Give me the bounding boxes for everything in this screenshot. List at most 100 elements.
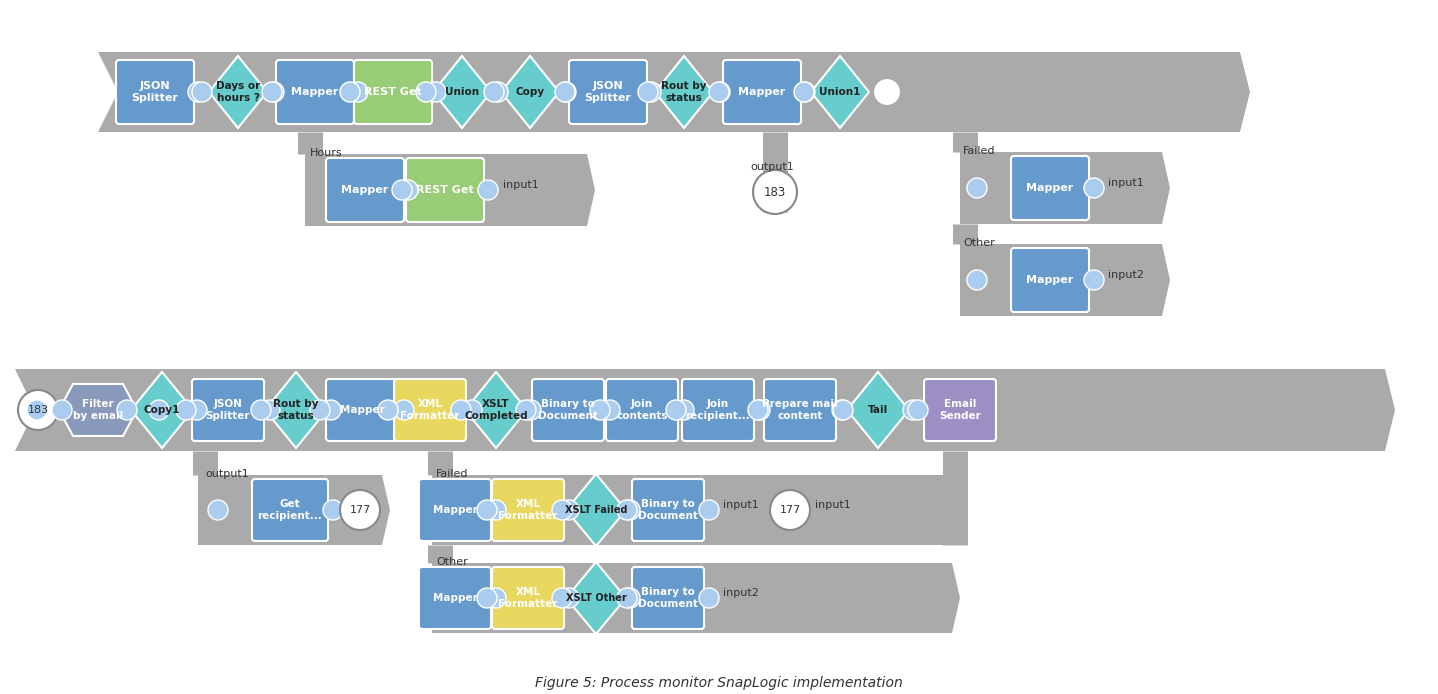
Circle shape (452, 400, 472, 420)
Circle shape (477, 500, 498, 520)
Circle shape (555, 82, 575, 102)
Circle shape (209, 500, 229, 520)
Polygon shape (198, 475, 390, 545)
FancyBboxPatch shape (394, 379, 466, 441)
Circle shape (339, 82, 360, 102)
Polygon shape (961, 152, 1171, 224)
Circle shape (833, 400, 853, 420)
FancyBboxPatch shape (723, 60, 801, 124)
FancyBboxPatch shape (326, 379, 398, 441)
Text: Prepare mail
content: Prepare mail content (762, 399, 838, 421)
Text: 183: 183 (27, 405, 49, 415)
Text: Mapper: Mapper (1027, 183, 1074, 193)
Text: Failed: Failed (963, 146, 995, 156)
Text: Other: Other (436, 557, 467, 567)
Circle shape (398, 180, 418, 200)
Polygon shape (433, 56, 490, 128)
Circle shape (378, 400, 398, 420)
Text: Union: Union (444, 87, 479, 97)
Circle shape (188, 82, 209, 102)
FancyBboxPatch shape (631, 479, 705, 541)
Text: XML
Formatter: XML Formatter (499, 587, 558, 609)
Circle shape (559, 500, 580, 520)
Circle shape (27, 400, 47, 420)
Text: Mapper: Mapper (433, 593, 477, 603)
Circle shape (486, 500, 506, 520)
Polygon shape (209, 56, 267, 128)
Text: JSON
Splitter: JSON Splitter (131, 81, 178, 103)
FancyBboxPatch shape (1011, 156, 1089, 220)
Polygon shape (59, 384, 137, 436)
Text: XSLT
Completed: XSLT Completed (464, 399, 528, 421)
Circle shape (617, 588, 637, 608)
Text: Mapper: Mapper (433, 505, 477, 515)
Circle shape (751, 400, 769, 420)
Circle shape (638, 82, 659, 102)
Circle shape (260, 400, 280, 420)
Text: Get
recipient...: Get recipient... (257, 499, 322, 520)
FancyBboxPatch shape (326, 158, 404, 222)
Polygon shape (961, 244, 1171, 316)
Polygon shape (567, 562, 626, 634)
Circle shape (873, 78, 902, 106)
Circle shape (521, 400, 541, 420)
Circle shape (393, 180, 413, 200)
Circle shape (674, 400, 695, 420)
Polygon shape (567, 474, 626, 546)
Text: 183: 183 (764, 185, 787, 198)
Polygon shape (431, 475, 961, 545)
Polygon shape (98, 52, 1250, 132)
Circle shape (426, 82, 446, 102)
Text: input1: input1 (723, 500, 759, 510)
Circle shape (440, 500, 460, 520)
Text: output1: output1 (206, 469, 249, 479)
Text: 177: 177 (779, 505, 801, 515)
Circle shape (769, 490, 810, 530)
Text: input1: input1 (503, 180, 539, 190)
Text: Hours: Hours (311, 148, 342, 158)
FancyBboxPatch shape (276, 60, 354, 124)
FancyBboxPatch shape (492, 567, 564, 629)
FancyBboxPatch shape (925, 379, 997, 441)
Text: Failed: Failed (436, 469, 469, 479)
Circle shape (150, 400, 170, 420)
FancyBboxPatch shape (354, 60, 431, 124)
Circle shape (486, 588, 506, 608)
Polygon shape (14, 369, 1395, 451)
Text: JSON
Splitter: JSON Splitter (206, 399, 250, 421)
Circle shape (710, 82, 731, 102)
Polygon shape (431, 563, 961, 633)
FancyBboxPatch shape (1011, 248, 1089, 312)
FancyBboxPatch shape (569, 60, 647, 124)
Text: Binary to
Document: Binary to Document (538, 399, 598, 421)
Text: input2: input2 (1109, 270, 1143, 280)
Circle shape (754, 170, 797, 214)
FancyBboxPatch shape (116, 60, 194, 124)
FancyBboxPatch shape (406, 158, 485, 222)
Text: Binary to
Document: Binary to Document (638, 499, 697, 520)
Circle shape (477, 180, 498, 200)
FancyBboxPatch shape (764, 379, 835, 441)
Circle shape (262, 82, 282, 102)
Polygon shape (654, 56, 713, 128)
Circle shape (485, 82, 503, 102)
Text: Mapper: Mapper (339, 405, 384, 415)
Text: Join
recipient...: Join recipient... (686, 399, 751, 421)
Polygon shape (131, 372, 193, 448)
Circle shape (1084, 270, 1104, 290)
Circle shape (559, 588, 580, 608)
Circle shape (311, 400, 329, 420)
Circle shape (552, 588, 572, 608)
Circle shape (52, 400, 72, 420)
Circle shape (620, 588, 640, 608)
Text: Figure 5: Process monitor SnapLogic implementation: Figure 5: Process monitor SnapLogic impl… (535, 676, 903, 690)
Polygon shape (811, 56, 869, 128)
Circle shape (19, 390, 58, 430)
Text: Copy: Copy (515, 87, 545, 97)
Circle shape (477, 588, 498, 608)
Text: XSLT Failed: XSLT Failed (565, 505, 627, 515)
Text: XSLT Other: XSLT Other (565, 593, 627, 603)
Text: XML
Formatter: XML Formatter (400, 399, 460, 421)
Circle shape (709, 82, 729, 102)
Text: Rout by
status: Rout by status (661, 81, 706, 103)
